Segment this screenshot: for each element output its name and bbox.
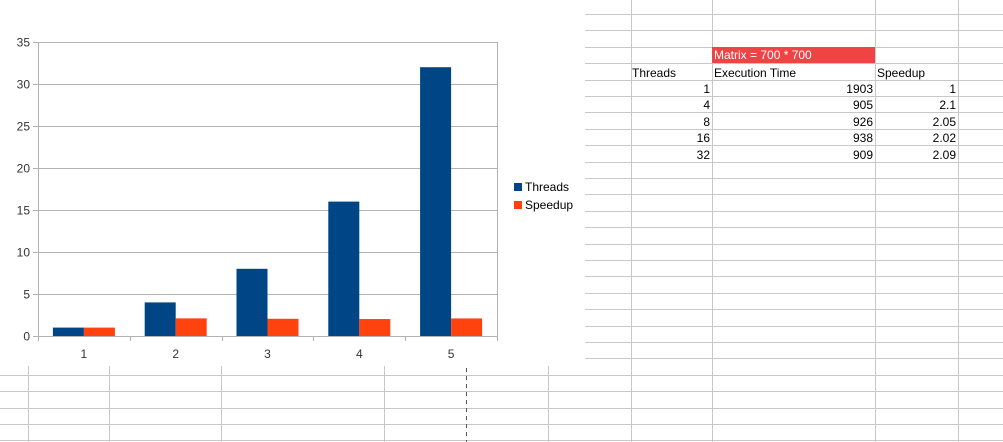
cell-speedup[interactable]: 2.1 xyxy=(939,98,956,113)
cell-speedup[interactable]: 2.05 xyxy=(932,114,956,129)
bar-threads[interactable] xyxy=(144,302,176,336)
x-tick-label: 1 xyxy=(81,347,88,361)
bar-threads[interactable] xyxy=(420,67,452,336)
bar-speedup[interactable] xyxy=(359,319,391,336)
column-header-threads[interactable]: Threads xyxy=(632,66,677,80)
legend-swatch-speedup xyxy=(514,201,522,209)
cell-execution-time[interactable]: 909 xyxy=(852,147,873,162)
bar-speedup[interactable] xyxy=(83,327,115,336)
legend-label: Threads xyxy=(525,180,569,194)
column-header-execution-time[interactable]: Execution Time xyxy=(714,66,797,80)
bar-speedup[interactable] xyxy=(451,318,483,336)
y-tick-label: 30 xyxy=(17,78,31,92)
legend-swatch-threads xyxy=(514,183,522,191)
x-tick-label: 3 xyxy=(264,347,271,361)
cell-speedup[interactable]: 1 xyxy=(949,82,956,96)
cell-threads[interactable]: 32 xyxy=(696,147,710,162)
y-tick-label: 10 xyxy=(17,246,31,260)
bar-threads[interactable] xyxy=(328,201,360,336)
y-tick-label: 0 xyxy=(23,330,30,344)
y-tick-label: 35 xyxy=(17,36,31,50)
cell-execution-time[interactable]: 1903 xyxy=(846,82,873,96)
bar-speedup[interactable] xyxy=(175,318,207,336)
bar-chart[interactable]: 0 5 10 15 20 25 30 35 1 2 3 4 5 Threads Speedup xyxy=(0,0,585,366)
bar-threads[interactable] xyxy=(52,327,84,336)
y-tick-label: 5 xyxy=(23,288,30,302)
cell-threads[interactable]: 4 xyxy=(703,98,710,113)
cell-execution-time[interactable]: 938 xyxy=(852,131,873,146)
chart-area[interactable]: 0 5 10 15 20 25 30 35 1 2 3 4 5 Threads Speedup xyxy=(0,0,585,366)
x-tick-label: 2 xyxy=(172,347,179,361)
legend-label: Speedup xyxy=(525,198,573,212)
x-tick-label: 5 xyxy=(448,347,455,361)
cell-execution-time[interactable]: 926 xyxy=(852,114,873,129)
cell-threads[interactable]: 1 xyxy=(703,82,710,96)
cell-execution-time[interactable]: 905 xyxy=(852,98,873,113)
column-header-speedup[interactable]: Speedup xyxy=(877,66,926,80)
x-tick-label: 4 xyxy=(356,347,363,361)
cell-speedup[interactable]: 2.09 xyxy=(932,147,956,162)
y-tick-label: 20 xyxy=(17,162,31,176)
bar-speedup[interactable] xyxy=(267,318,299,336)
table-title-cell[interactable]: Matrix = 700 * 700 xyxy=(714,48,812,62)
cell-threads[interactable]: 16 xyxy=(696,131,710,146)
y-tick-label: 25 xyxy=(17,120,31,134)
bar-threads[interactable] xyxy=(236,268,268,336)
cell-speedup[interactable]: 2.02 xyxy=(932,131,956,146)
table-title-fill xyxy=(712,47,875,63)
cell-threads[interactable]: 8 xyxy=(703,114,710,129)
y-tick-label: 15 xyxy=(17,204,31,218)
